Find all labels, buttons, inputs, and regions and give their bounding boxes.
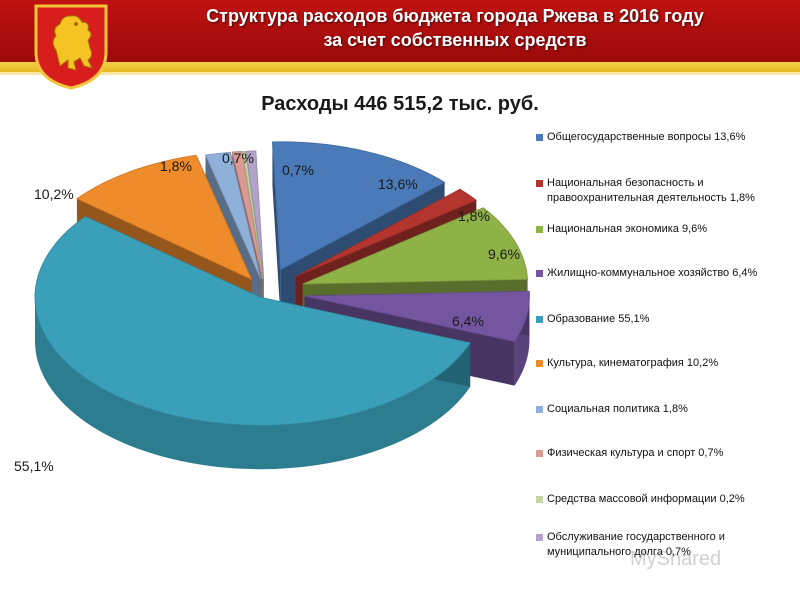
pie-slice-side: [272, 141, 281, 314]
legend-item: Жилищно-коммунальное хозяйство 6,4%: [536, 266, 787, 281]
data-label: 10,2%: [34, 186, 74, 202]
legend-item: Средства массовой информации 0,2%: [536, 492, 787, 507]
legend-swatch: [536, 316, 543, 323]
legend-swatch: [536, 406, 543, 413]
data-label: 0,7%: [222, 150, 254, 166]
pie-slice: [34, 216, 471, 426]
legend-item: Национальная безопасность и правоохранит…: [536, 176, 787, 206]
pie-slice: [295, 188, 478, 277]
pie-slice: [204, 151, 262, 280]
legend-label: Национальная безопасность и правоохранит…: [547, 177, 755, 204]
legend-label: Средства массовой информации 0,2%: [547, 493, 745, 505]
data-label: 55,1%: [14, 458, 54, 474]
legend-label: Физическая культура и спорт 0,7%: [547, 447, 724, 459]
data-label: 6,4%: [452, 313, 484, 329]
legend-label: Социальная политика 1,8%: [547, 403, 688, 415]
city-coat-of-arms-icon: [34, 4, 108, 90]
legend-item: Культура, кинематография 10,2%: [536, 356, 787, 371]
header-stripe-light: [0, 72, 800, 75]
pie-slice: [272, 141, 446, 271]
data-label: 0,7%: [282, 162, 314, 178]
legend-swatch: [536, 134, 543, 141]
legend-item: Общегосударственные вопросы 13,6%: [536, 130, 787, 145]
slide-title-line-2: за счет собственных средств: [323, 30, 587, 50]
header-stripe: [0, 62, 800, 72]
pie-slice: [76, 154, 253, 281]
pie-slice-wall: [34, 297, 471, 470]
pie-tops: [34, 141, 530, 426]
legend-label: Общегосударственные вопросы 13,6%: [547, 131, 746, 143]
pie-slice-wall: [514, 295, 530, 386]
legend-swatch: [536, 534, 543, 541]
chart-title: Расходы 446 515,2 тыс. руб.: [261, 93, 539, 115]
data-label: 1,8%: [160, 158, 192, 174]
data-label: 13,6%: [378, 176, 418, 192]
legend-swatch: [536, 270, 543, 277]
pie-slice: [304, 290, 530, 343]
legend-swatch: [536, 360, 543, 367]
legend-swatch: [536, 180, 543, 187]
legend-swatch: [536, 496, 543, 503]
legend-label: Обслуживание государственного и муниципа…: [547, 531, 725, 558]
legend-label: Образование 55,1%: [547, 313, 650, 325]
legend-item: Образование 55,1%: [536, 312, 787, 327]
legend-item: Обслуживание государственного и муниципа…: [536, 530, 787, 560]
data-label: 1,8%: [458, 208, 490, 224]
slide-title: Структура расходов бюджета города Ржева …: [120, 4, 790, 52]
pie-slice: [245, 150, 265, 279]
legend-item: Национальная экономика 9,6%: [536, 222, 787, 237]
pie-slice: [302, 207, 529, 285]
legend-label: Национальная экономика 9,6%: [547, 223, 708, 235]
slide-header: [0, 0, 800, 62]
legend-label: Культура, кинематография 10,2%: [547, 357, 719, 369]
watermark: MyShared: [630, 548, 722, 570]
legend-item: Социальная политика 1,8%: [536, 402, 787, 417]
data-label: 9,6%: [488, 246, 520, 262]
legend-swatch: [536, 226, 543, 233]
legend-swatch: [536, 450, 543, 457]
pie-slice: [242, 150, 264, 279]
legend-label: Жилищно-коммунальное хозяйство 6,4%: [547, 267, 758, 279]
legend-item: Физическая культура и спорт 0,7%: [536, 446, 787, 461]
slide-title-line-1: Структура расходов бюджета города Ржева …: [206, 6, 704, 26]
pie-slice: [231, 151, 263, 279]
